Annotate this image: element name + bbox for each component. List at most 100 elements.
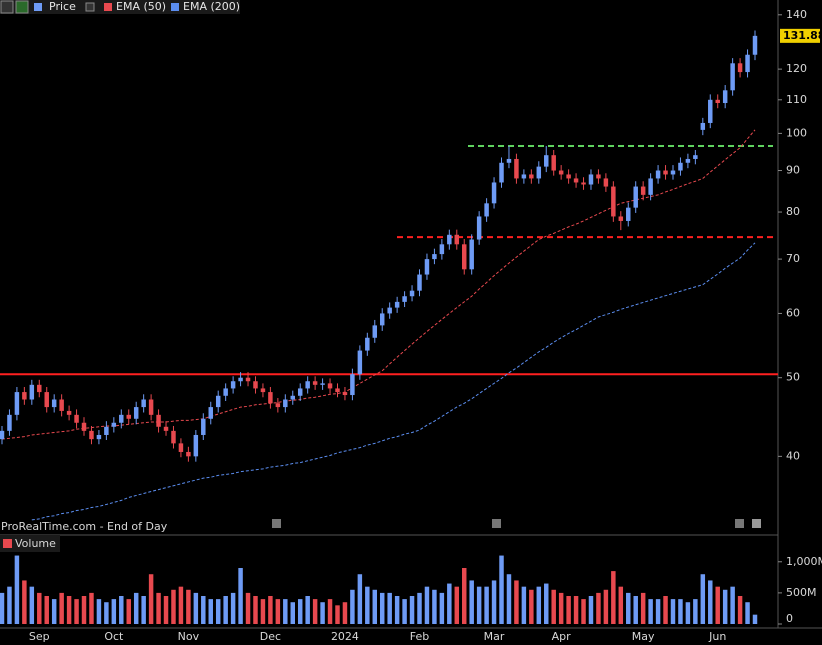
volume-bar — [514, 580, 519, 624]
volume-bar — [0, 592, 5, 624]
volume-bar — [603, 589, 609, 624]
volume-bar — [432, 589, 437, 624]
candle-body — [409, 290, 415, 297]
candle-body — [163, 426, 169, 431]
volume-bar — [737, 596, 743, 624]
candle-body — [104, 426, 109, 435]
legend-label: EMA (200) — [183, 0, 240, 13]
volume-bar — [290, 602, 295, 624]
volume-bar — [581, 599, 586, 624]
candle-body — [730, 63, 735, 91]
candle-body — [506, 158, 512, 163]
volume-bar — [491, 580, 497, 624]
candle-body — [290, 395, 295, 400]
candle-body — [141, 399, 146, 408]
volume-bar — [7, 586, 12, 624]
volume-bar — [119, 596, 124, 624]
candle-body — [678, 162, 683, 171]
volume-bar — [573, 596, 579, 624]
candle-body — [111, 422, 117, 427]
volume-bar — [37, 592, 42, 624]
volume-bar — [462, 568, 467, 624]
volume-bar — [312, 599, 318, 624]
volume-bar — [372, 589, 378, 624]
candle-body — [297, 388, 303, 396]
candle-body — [66, 410, 72, 415]
candle-body — [551, 155, 556, 171]
candle-body — [424, 259, 430, 275]
candle-body — [312, 381, 318, 385]
volume-bar — [745, 602, 750, 624]
x-tick-label: Nov — [178, 630, 200, 643]
candle-body — [655, 170, 661, 179]
tool-icon[interactable] — [0, 0, 14, 14]
candle-body — [648, 178, 653, 195]
candle-body — [44, 392, 49, 408]
volume-bar — [22, 580, 27, 624]
candle-body — [596, 174, 601, 179]
candle-body — [536, 166, 542, 179]
candle-body — [611, 186, 616, 217]
volume-bar — [238, 568, 243, 624]
volume-bar — [708, 580, 713, 624]
volume-bar — [551, 589, 556, 624]
volume-bar — [678, 599, 683, 624]
volume-bar — [156, 592, 161, 624]
volume-title: Volume — [15, 537, 56, 550]
volume-bar — [454, 586, 460, 624]
volume-bar — [365, 586, 370, 624]
tool-icon[interactable] — [15, 0, 29, 14]
legend-swatch — [85, 2, 95, 12]
y-tick-label: 110 — [786, 93, 807, 106]
volume-bar — [402, 599, 407, 624]
volume-bar — [499, 555, 504, 624]
volume-bar — [640, 592, 646, 624]
volume-bar — [44, 596, 49, 624]
y-tick-label: 80 — [786, 205, 800, 218]
x-tick-label: Dec — [260, 630, 281, 643]
volume-bar — [693, 599, 698, 624]
info-icon[interactable] — [752, 519, 761, 528]
candle-body — [51, 399, 57, 408]
candle-body — [663, 170, 668, 175]
candle-body — [432, 254, 437, 260]
candle-body — [618, 216, 624, 221]
volume-bar — [439, 592, 445, 624]
candle-body — [379, 313, 385, 326]
volume-bar — [223, 596, 228, 624]
volume-bar — [663, 596, 668, 624]
volume-bar — [536, 586, 542, 624]
volume-bar — [670, 599, 676, 624]
volume-bar — [655, 599, 661, 624]
x-tick-label: Mar — [484, 630, 505, 643]
candle-body — [447, 234, 452, 245]
volume-bar — [730, 586, 735, 624]
candle-body — [96, 434, 102, 440]
volume-bar — [275, 599, 281, 624]
candle-body — [521, 174, 527, 179]
candle-body — [74, 414, 79, 423]
volume-bar — [529, 589, 534, 624]
volume-bar — [633, 596, 638, 624]
volume-bar — [297, 599, 303, 624]
candle-body — [737, 63, 743, 73]
x-tick-label: Oct — [104, 630, 124, 643]
y-tick-label: 40 — [786, 449, 800, 462]
volume-bar — [126, 599, 131, 624]
y-tick-label: 50 — [786, 371, 800, 384]
volume-bar — [230, 592, 236, 624]
calendar-icon — [735, 519, 744, 528]
candle-body — [7, 414, 12, 431]
ema-line — [1, 129, 756, 440]
volume-bar — [506, 574, 512, 624]
candle-body — [633, 186, 638, 208]
candle-body — [708, 99, 713, 123]
candle-body — [342, 392, 348, 396]
candle-body — [491, 182, 497, 204]
candle-body — [0, 430, 5, 440]
candle-body — [119, 414, 124, 423]
y-tick-label: 0 — [786, 612, 793, 625]
candle-body — [558, 170, 564, 175]
candle-body — [186, 451, 191, 457]
